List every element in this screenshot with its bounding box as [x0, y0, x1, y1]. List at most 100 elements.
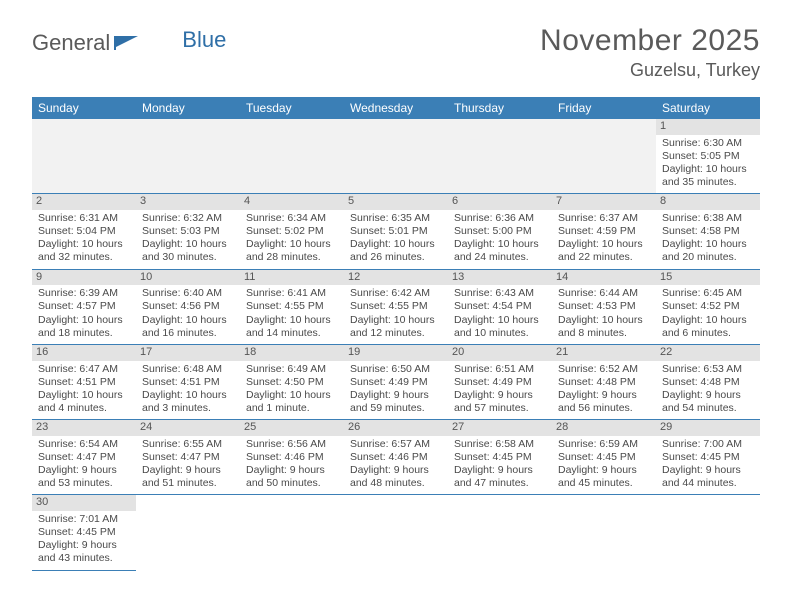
- daylight-text: Daylight: 10 hours and 1 minute.: [246, 389, 338, 415]
- daylight-text: Daylight: 9 hours and 59 minutes.: [350, 389, 442, 415]
- day-number: 8: [656, 194, 760, 210]
- sunset-text: Sunset: 4:52 PM: [662, 300, 754, 313]
- sunset-text: Sunset: 4:51 PM: [142, 376, 234, 389]
- daylight-text: Daylight: 9 hours and 43 minutes.: [38, 539, 130, 565]
- flag-icon: [114, 30, 140, 56]
- day-number: 11: [240, 270, 344, 286]
- sunrise-text: Sunrise: 7:01 AM: [38, 513, 130, 526]
- day-cell: 12Sunrise: 6:42 AMSunset: 4:55 PMDayligh…: [344, 269, 448, 344]
- logo-text-blue: Blue: [182, 27, 226, 53]
- day-cell: 10Sunrise: 6:40 AMSunset: 4:56 PMDayligh…: [136, 269, 240, 344]
- sunset-text: Sunset: 4:45 PM: [454, 451, 546, 464]
- sunset-text: Sunset: 4:49 PM: [454, 376, 546, 389]
- sunset-text: Sunset: 4:47 PM: [142, 451, 234, 464]
- sunrise-text: Sunrise: 6:40 AM: [142, 287, 234, 300]
- sunrise-text: Sunrise: 6:41 AM: [246, 287, 338, 300]
- day-number: 22: [656, 345, 760, 361]
- sunrise-text: Sunrise: 6:54 AM: [38, 438, 130, 451]
- daylight-text: Daylight: 10 hours and 6 minutes.: [662, 314, 754, 340]
- daylight-text: Daylight: 9 hours and 45 minutes.: [558, 464, 650, 490]
- day-number: 5: [344, 194, 448, 210]
- day-cell: 7Sunrise: 6:37 AMSunset: 4:59 PMDaylight…: [552, 194, 656, 269]
- day-cell: 13Sunrise: 6:43 AMSunset: 4:54 PMDayligh…: [448, 269, 552, 344]
- sunrise-text: Sunrise: 6:37 AM: [558, 212, 650, 225]
- day-cell: [344, 119, 448, 194]
- sunset-text: Sunset: 4:55 PM: [246, 300, 338, 313]
- day-number: 20: [448, 345, 552, 361]
- title-block: November 2025 Guzelsu, Turkey: [540, 24, 760, 81]
- sunset-text: Sunset: 4:56 PM: [142, 300, 234, 313]
- sunset-text: Sunset: 4:51 PM: [38, 376, 130, 389]
- day-cell: 25Sunrise: 6:56 AMSunset: 4:46 PMDayligh…: [240, 420, 344, 495]
- day-number: 10: [136, 270, 240, 286]
- sunset-text: Sunset: 5:00 PM: [454, 225, 546, 238]
- sunrise-text: Sunrise: 6:31 AM: [38, 212, 130, 225]
- sunset-text: Sunset: 4:54 PM: [454, 300, 546, 313]
- sunset-text: Sunset: 5:05 PM: [662, 150, 754, 163]
- day-cell: 18Sunrise: 6:49 AMSunset: 4:50 PMDayligh…: [240, 344, 344, 419]
- week-row: 2Sunrise: 6:31 AMSunset: 5:04 PMDaylight…: [32, 194, 760, 269]
- day-number: 12: [344, 270, 448, 286]
- day-number: 17: [136, 345, 240, 361]
- day-number: 18: [240, 345, 344, 361]
- sunrise-text: Sunrise: 7:00 AM: [662, 438, 754, 451]
- day-number: 4: [240, 194, 344, 210]
- sunset-text: Sunset: 4:58 PM: [662, 225, 754, 238]
- day-cell: 24Sunrise: 6:55 AMSunset: 4:47 PMDayligh…: [136, 420, 240, 495]
- sunrise-text: Sunrise: 6:36 AM: [454, 212, 546, 225]
- daylight-text: Daylight: 10 hours and 26 minutes.: [350, 238, 442, 264]
- sunset-text: Sunset: 4:47 PM: [38, 451, 130, 464]
- sunset-text: Sunset: 5:02 PM: [246, 225, 338, 238]
- sunrise-text: Sunrise: 6:52 AM: [558, 363, 650, 376]
- col-tuesday: Tuesday: [240, 97, 344, 119]
- day-cell: 23Sunrise: 6:54 AMSunset: 4:47 PMDayligh…: [32, 420, 136, 495]
- day-cell: 6Sunrise: 6:36 AMSunset: 5:00 PMDaylight…: [448, 194, 552, 269]
- day-cell: 16Sunrise: 6:47 AMSunset: 4:51 PMDayligh…: [32, 344, 136, 419]
- daylight-text: Daylight: 10 hours and 18 minutes.: [38, 314, 130, 340]
- daylight-text: Daylight: 9 hours and 50 minutes.: [246, 464, 338, 490]
- day-number: 14: [552, 270, 656, 286]
- sunrise-text: Sunrise: 6:35 AM: [350, 212, 442, 225]
- day-number: 15: [656, 270, 760, 286]
- sunset-text: Sunset: 4:49 PM: [350, 376, 442, 389]
- calendar-body: 1Sunrise: 6:30 AMSunset: 5:05 PMDaylight…: [32, 119, 760, 570]
- sunrise-text: Sunrise: 6:51 AM: [454, 363, 546, 376]
- daylight-text: Daylight: 9 hours and 48 minutes.: [350, 464, 442, 490]
- col-monday: Monday: [136, 97, 240, 119]
- day-cell: [136, 119, 240, 194]
- daylight-text: Daylight: 10 hours and 3 minutes.: [142, 389, 234, 415]
- day-cell: [240, 119, 344, 194]
- day-cell: 14Sunrise: 6:44 AMSunset: 4:53 PMDayligh…: [552, 269, 656, 344]
- sunrise-text: Sunrise: 6:32 AM: [142, 212, 234, 225]
- daylight-text: Daylight: 10 hours and 30 minutes.: [142, 238, 234, 264]
- day-number: 13: [448, 270, 552, 286]
- col-wednesday: Wednesday: [344, 97, 448, 119]
- col-thursday: Thursday: [448, 97, 552, 119]
- sunrise-text: Sunrise: 6:58 AM: [454, 438, 546, 451]
- day-number: 7: [552, 194, 656, 210]
- day-cell: [32, 119, 136, 194]
- sunset-text: Sunset: 4:48 PM: [662, 376, 754, 389]
- day-cell: 21Sunrise: 6:52 AMSunset: 4:48 PMDayligh…: [552, 344, 656, 419]
- week-row: 23Sunrise: 6:54 AMSunset: 4:47 PMDayligh…: [32, 420, 760, 495]
- sunrise-text: Sunrise: 6:56 AM: [246, 438, 338, 451]
- week-row: 1Sunrise: 6:30 AMSunset: 5:05 PMDaylight…: [32, 119, 760, 194]
- daylight-text: Daylight: 10 hours and 20 minutes.: [662, 238, 754, 264]
- day-cell: 1Sunrise: 6:30 AMSunset: 5:05 PMDaylight…: [656, 119, 760, 194]
- sunrise-text: Sunrise: 6:48 AM: [142, 363, 234, 376]
- day-cell: 30Sunrise: 7:01 AMSunset: 4:45 PMDayligh…: [32, 495, 136, 570]
- week-row: 16Sunrise: 6:47 AMSunset: 4:51 PMDayligh…: [32, 344, 760, 419]
- day-cell: [656, 495, 760, 570]
- sunset-text: Sunset: 4:45 PM: [662, 451, 754, 464]
- daylight-text: Daylight: 10 hours and 8 minutes.: [558, 314, 650, 340]
- day-number: 30: [32, 495, 136, 511]
- day-number: 9: [32, 270, 136, 286]
- sunset-text: Sunset: 4:46 PM: [246, 451, 338, 464]
- daylight-text: Daylight: 10 hours and 22 minutes.: [558, 238, 650, 264]
- sunset-text: Sunset: 5:04 PM: [38, 225, 130, 238]
- sunrise-text: Sunrise: 6:30 AM: [662, 137, 754, 150]
- day-number: 6: [448, 194, 552, 210]
- sunset-text: Sunset: 4:48 PM: [558, 376, 650, 389]
- day-number: 16: [32, 345, 136, 361]
- daylight-text: Daylight: 10 hours and 4 minutes.: [38, 389, 130, 415]
